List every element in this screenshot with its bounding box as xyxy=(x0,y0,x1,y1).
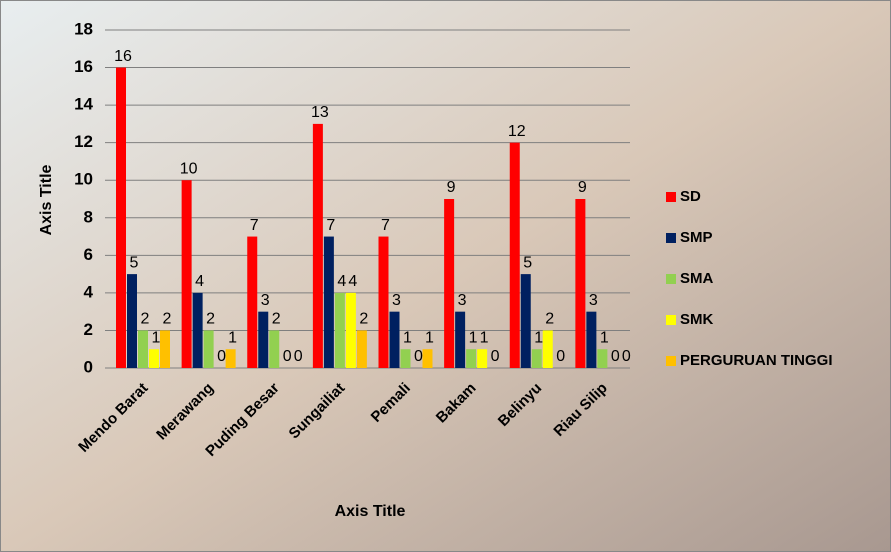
legend-swatch xyxy=(666,315,676,325)
data-label: 1 xyxy=(228,329,237,346)
bar xyxy=(127,274,137,368)
data-label: 0 xyxy=(217,348,226,365)
bar xyxy=(357,330,367,368)
data-label: 1 xyxy=(534,329,543,346)
bar xyxy=(423,349,433,368)
bar xyxy=(313,124,323,368)
y-tick-label: 4 xyxy=(84,282,94,301)
y-tick-label: 2 xyxy=(84,320,93,339)
bar xyxy=(390,312,400,368)
legend-swatch xyxy=(666,274,676,284)
legend-label: SMK xyxy=(680,311,714,328)
data-label: 0 xyxy=(414,348,423,365)
data-label: 2 xyxy=(163,311,172,328)
bar xyxy=(160,330,170,368)
bar xyxy=(138,330,148,368)
x-axis-title: Axis Title xyxy=(335,503,406,520)
bar xyxy=(455,312,465,368)
y-tick-label: 0 xyxy=(84,357,93,376)
bar xyxy=(335,293,345,368)
chart: Axis Title Axis Title 024681012141618165… xyxy=(0,0,891,552)
bar xyxy=(510,143,520,368)
bar xyxy=(477,349,487,368)
y-tick-label: 10 xyxy=(74,170,93,189)
data-label: 1 xyxy=(480,329,489,346)
data-label: 5 xyxy=(130,254,139,271)
data-label: 0 xyxy=(491,348,500,365)
data-label: 1 xyxy=(425,329,434,346)
legend-label: SMA xyxy=(680,270,714,287)
bar xyxy=(575,199,585,368)
data-label: 3 xyxy=(458,292,467,309)
y-tick-label: 12 xyxy=(74,132,93,151)
data-label: 2 xyxy=(359,311,368,328)
bar xyxy=(149,349,159,368)
data-label: 10 xyxy=(180,160,198,177)
bar xyxy=(466,349,476,368)
bar xyxy=(258,312,268,368)
data-label: 1 xyxy=(600,329,609,346)
data-label: 13 xyxy=(311,104,329,121)
data-label: 12 xyxy=(508,123,526,140)
data-label: 1 xyxy=(469,329,478,346)
data-label: 9 xyxy=(578,179,587,196)
bar xyxy=(226,349,236,368)
y-tick-label: 14 xyxy=(74,95,93,114)
bar xyxy=(346,293,356,368)
data-label: 4 xyxy=(348,273,357,290)
data-label: 0 xyxy=(294,348,303,365)
data-label: 1 xyxy=(152,329,161,346)
data-label: 9 xyxy=(447,179,456,196)
data-label: 2 xyxy=(206,311,215,328)
y-tick-label: 8 xyxy=(84,207,93,226)
data-label: 2 xyxy=(272,311,281,328)
legend-swatch xyxy=(666,192,676,202)
bar xyxy=(324,237,334,368)
legend-swatch xyxy=(666,233,676,243)
y-tick-label: 16 xyxy=(74,57,93,76)
data-label: 2 xyxy=(545,311,554,328)
y-tick-label: 6 xyxy=(84,245,93,264)
data-label: 3 xyxy=(392,292,401,309)
bar xyxy=(444,199,454,368)
data-label: 7 xyxy=(326,217,335,234)
data-label: 0 xyxy=(556,348,565,365)
data-label: 0 xyxy=(622,348,631,365)
data-label: 1 xyxy=(403,329,412,346)
y-axis-title: Axis Title xyxy=(38,164,55,235)
data-label: 0 xyxy=(283,348,292,365)
data-label: 4 xyxy=(337,273,346,290)
legend-label: PERGURUAN TINGGI xyxy=(680,352,833,369)
bar xyxy=(193,293,203,368)
data-label: 5 xyxy=(523,254,532,271)
bar xyxy=(182,180,192,368)
bar xyxy=(116,68,126,368)
data-label: 2 xyxy=(141,311,150,328)
legend-label: SD xyxy=(680,188,701,205)
data-label: 3 xyxy=(261,292,270,309)
legend-label: SMP xyxy=(680,229,713,246)
bar xyxy=(247,237,257,368)
bar xyxy=(379,237,389,368)
bar xyxy=(204,330,214,368)
bar xyxy=(597,349,607,368)
y-tick-label: 18 xyxy=(74,19,93,38)
legend-swatch xyxy=(666,356,676,366)
bar xyxy=(586,312,596,368)
bar xyxy=(543,330,553,368)
data-label: 7 xyxy=(250,217,259,234)
data-label: 0 xyxy=(611,348,620,365)
data-label: 4 xyxy=(195,273,204,290)
bar xyxy=(521,274,531,368)
bar xyxy=(269,330,279,368)
data-label: 3 xyxy=(589,292,598,309)
bar xyxy=(401,349,411,368)
bar xyxy=(532,349,542,368)
data-label: 7 xyxy=(381,217,390,234)
data-label: 16 xyxy=(114,48,132,65)
